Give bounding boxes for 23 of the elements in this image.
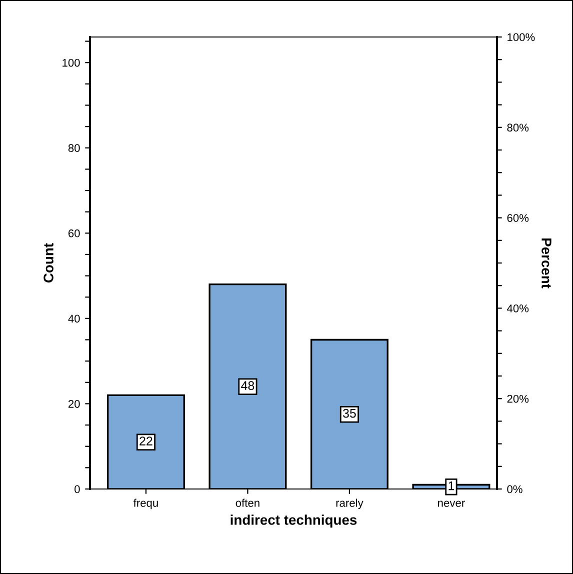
x-tick-label: never (438, 500, 465, 507)
y2-tick-label: 0% (507, 485, 522, 494)
y2-axis-title: Percent (542, 238, 552, 288)
y2-tick-label: 80% (507, 124, 529, 132)
y-tick-label: 100 (62, 58, 80, 67)
data-label: 1 (448, 482, 454, 490)
y-tick-label: 0 (74, 485, 80, 494)
data-label: 22 (140, 436, 152, 446)
y2-tick-label: 40% (506, 304, 529, 312)
y-axis-title: Count (44, 243, 54, 282)
y-tick-label: 40 (68, 314, 80, 323)
y-tick-label: 20 (68, 400, 80, 408)
x-tick-label: rarely (336, 498, 364, 510)
x-tick-label: frequ (133, 498, 158, 510)
y2-tick-label: 20% (507, 394, 529, 403)
y2-tick-label: 100% (508, 33, 535, 42)
x-tick-label: often (236, 498, 260, 507)
data-label: 35 (342, 408, 356, 418)
y2-tick-label: 60% (507, 214, 529, 222)
data-label: 48 (241, 381, 254, 390)
y-tick-label: 60 (68, 229, 80, 238)
x-axis-title: indirect techniques (230, 514, 357, 528)
y-tick-label: 80 (68, 144, 80, 152)
